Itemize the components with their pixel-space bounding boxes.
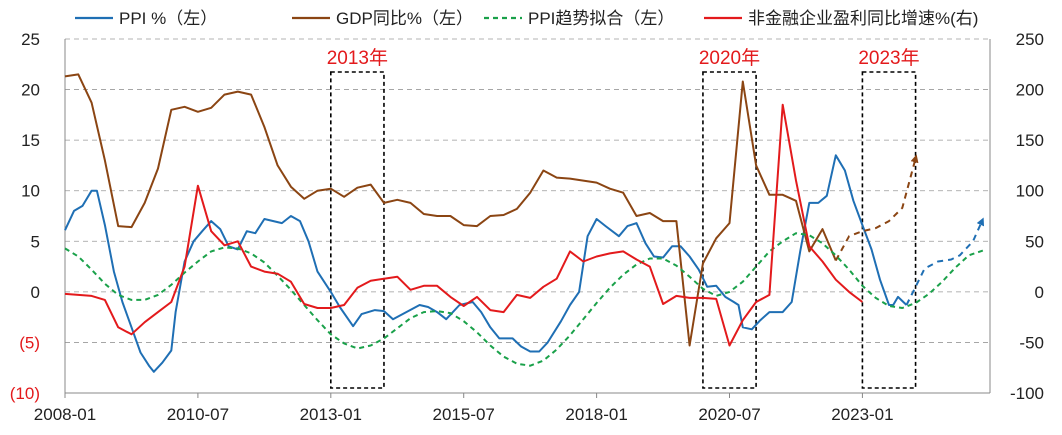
x-tick-label: 2023-01 bbox=[831, 405, 893, 424]
right-tick-label: 200 bbox=[1016, 81, 1044, 100]
left-tick-label: 0 bbox=[31, 283, 40, 302]
highlight-box-label: 2013年 bbox=[327, 47, 388, 69]
x-tick-label: 2018-01 bbox=[565, 405, 627, 424]
left-tick-label: 10 bbox=[21, 182, 40, 201]
x-tick-label: 2013-01 bbox=[300, 405, 362, 424]
right-tick-label: 150 bbox=[1016, 131, 1044, 150]
highlight-box bbox=[330, 71, 385, 389]
left-tick-label: 20 bbox=[21, 81, 40, 100]
right-tick-label: 50 bbox=[1025, 232, 1044, 251]
right-tick-label: -100 bbox=[1010, 384, 1044, 403]
series-line bbox=[64, 103, 864, 347]
x-tick-label: 2020-07 bbox=[698, 405, 760, 424]
right-tick-label: -50 bbox=[1019, 333, 1044, 352]
series-line bbox=[64, 154, 908, 373]
left-tick-label: (10) bbox=[10, 384, 40, 403]
right-tick-label: 0 bbox=[1035, 283, 1044, 302]
series-line bbox=[64, 232, 987, 367]
legend-label: PPI趋势拟合（左） bbox=[528, 9, 674, 28]
x-tick-label: 2015-07 bbox=[433, 405, 495, 424]
left-tick-label: (5) bbox=[19, 333, 40, 352]
highlight-box-label: 2020年 bbox=[699, 47, 760, 69]
highlight-box-label: 2023年 bbox=[858, 47, 919, 69]
series-line bbox=[905, 217, 985, 306]
x-tick-label: 2008-01 bbox=[34, 405, 96, 424]
highlight-box bbox=[702, 71, 757, 389]
left-tick-label: 15 bbox=[21, 131, 40, 150]
series-line bbox=[834, 154, 919, 261]
left-tick-label: 5 bbox=[31, 232, 40, 251]
left-tick-label: 25 bbox=[21, 30, 40, 49]
legend-label: PPI %（左） bbox=[119, 9, 217, 28]
right-tick-label: 250 bbox=[1016, 30, 1044, 49]
legend-label: 非金融企业盈利同比增速%(右) bbox=[748, 9, 978, 28]
x-tick-label: 2010-07 bbox=[167, 405, 229, 424]
highlight-box bbox=[861, 71, 917, 389]
series-line bbox=[64, 73, 837, 347]
right-tick-label: 100 bbox=[1016, 182, 1044, 201]
legend-label: GDP同比%（左） bbox=[336, 9, 473, 28]
